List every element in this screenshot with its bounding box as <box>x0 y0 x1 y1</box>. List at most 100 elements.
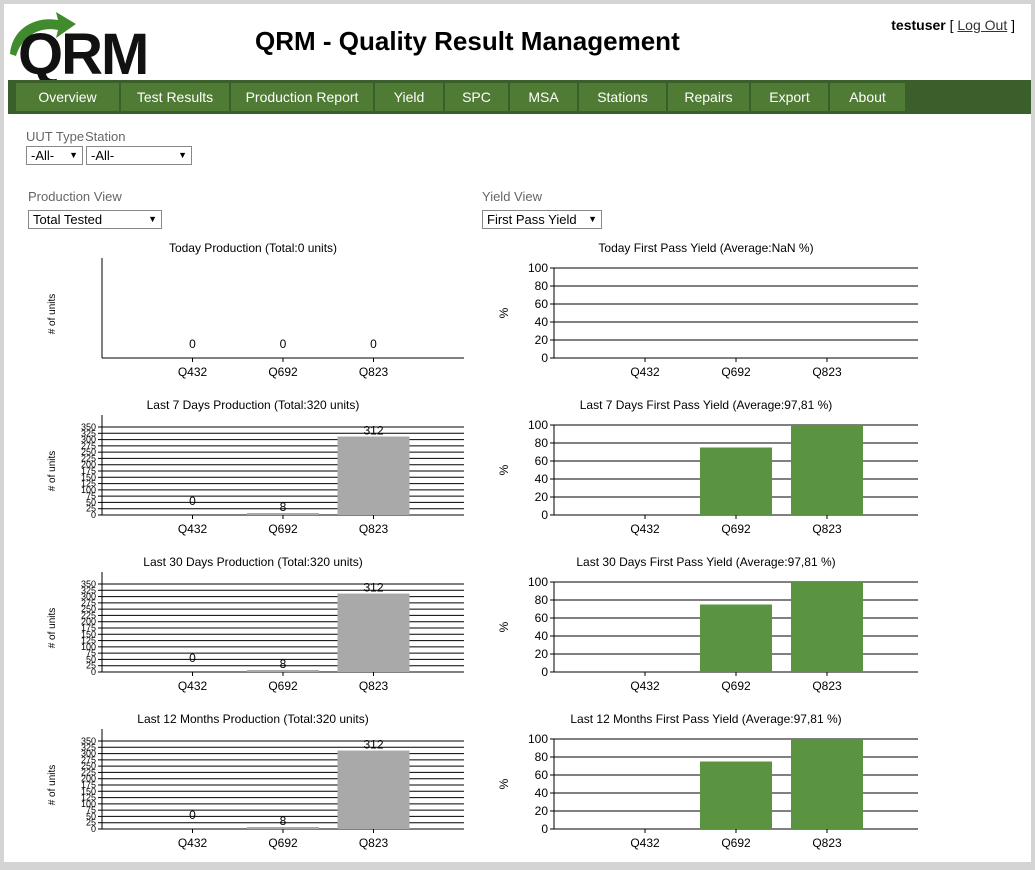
y-tick-label: 325 <box>81 585 96 595</box>
x-tick-label: Q692 <box>268 522 298 536</box>
x-tick-label: Q432 <box>178 836 208 850</box>
station-label: Station <box>85 129 126 144</box>
y-tick-label: 150 <box>81 472 96 482</box>
y-tick-label: 75 <box>86 491 96 501</box>
y-tick-label: 40 <box>535 629 549 643</box>
nav-export[interactable]: Export <box>751 83 828 111</box>
y-tick-label: 25 <box>86 661 96 671</box>
y-axis-label: % <box>497 621 511 632</box>
y-tick-label: 150 <box>81 786 96 796</box>
y-tick-label: 80 <box>535 750 549 764</box>
x-tick-label: Q432 <box>178 522 208 536</box>
y-tick-label: 350 <box>81 422 96 432</box>
station-select[interactable]: -All- ▼ <box>86 146 192 165</box>
data-label: 8 <box>280 814 287 828</box>
nav-test-results[interactable]: Test Results <box>121 83 229 111</box>
y-tick-label: 100 <box>81 485 96 495</box>
data-label: 0 <box>189 337 196 351</box>
y-tick-label: 275 <box>81 441 96 451</box>
uut-type-label: UUT Type <box>26 129 85 144</box>
page: QRM QRM - Quality Result Management test… <box>4 4 1031 862</box>
x-tick-label: Q692 <box>721 836 751 850</box>
bar <box>700 761 772 829</box>
nav-msa[interactable]: MSA <box>510 83 577 111</box>
y-tick-label: 200 <box>81 774 96 784</box>
y-axis-label: % <box>497 307 511 318</box>
bar <box>247 512 319 515</box>
y-tick-label: 40 <box>535 786 549 800</box>
y-tick-label: 0 <box>541 351 548 365</box>
production-view-label: Production View <box>28 189 122 204</box>
y-tick-label: 175 <box>81 623 96 633</box>
y-tick-label: 200 <box>81 617 96 627</box>
bar <box>791 425 863 515</box>
y-tick-label: 75 <box>86 805 96 815</box>
yield-view-label: Yield View <box>482 189 542 204</box>
logo-arrow-icon <box>10 12 76 56</box>
bar <box>700 447 772 515</box>
y-tick-label: 80 <box>535 436 549 450</box>
nav-production-report[interactable]: Production Report <box>231 83 373 111</box>
station-value: -All- <box>91 148 115 163</box>
data-label: 8 <box>280 500 287 514</box>
y-axis-label: # of units <box>47 451 58 492</box>
y-tick-label: 40 <box>535 315 549 329</box>
data-label: 312 <box>363 738 383 752</box>
logo-graphic: QRM <box>10 12 149 87</box>
y-tick-label: 200 <box>81 460 96 470</box>
nav-yield[interactable]: Yield <box>375 83 443 111</box>
y-tick-label: 125 <box>81 793 96 803</box>
chart-title: Last 7 Days First Pass Yield (Average:97… <box>580 398 833 412</box>
bar <box>700 604 772 672</box>
y-tick-label: 350 <box>81 579 96 589</box>
x-tick-label: Q432 <box>178 365 208 379</box>
y-tick-label: 50 <box>86 811 96 821</box>
y-tick-label: 275 <box>81 755 96 765</box>
data-label: 0 <box>189 651 196 665</box>
y-axis-label: # of units <box>47 294 58 335</box>
y-tick-label: 100 <box>528 418 548 432</box>
logout-link[interactable]: Log Out <box>957 17 1008 33</box>
y-tick-label: 0 <box>91 667 96 677</box>
y-tick-label: 60 <box>535 454 549 468</box>
y-tick-label: 300 <box>81 592 96 602</box>
data-label: 312 <box>363 581 383 595</box>
x-tick-label: Q823 <box>359 836 389 850</box>
nav-stations[interactable]: Stations <box>579 83 666 111</box>
y-tick-label: 20 <box>535 804 549 818</box>
production-view-select[interactable]: Total Tested ▼ <box>28 210 162 229</box>
y-tick-label: 80 <box>535 593 549 607</box>
y-tick-label: 100 <box>528 261 548 275</box>
nav-spc[interactable]: SPC <box>445 83 508 111</box>
nav-overview[interactable]: Overview <box>16 83 119 111</box>
y-axis-label: # of units <box>47 608 58 649</box>
chart-30d-production: Last 30 Days Production (Total:320 units… <box>28 550 468 701</box>
bar <box>337 593 410 672</box>
y-tick-label: 300 <box>81 749 96 759</box>
yield-view-select[interactable]: First Pass Yield ▼ <box>482 210 602 229</box>
chart-today-production: Today Production (Total:0 units) # of uni… <box>28 236 468 387</box>
data-label: 0 <box>189 494 196 508</box>
y-tick-label: 100 <box>81 642 96 652</box>
x-tick-label: Q432 <box>178 679 208 693</box>
x-tick-label: Q823 <box>812 679 842 693</box>
y-tick-label: 225 <box>81 610 96 620</box>
y-tick-label: 60 <box>535 297 549 311</box>
x-tick-label: Q823 <box>359 365 389 379</box>
y-tick-label: 0 <box>91 510 96 520</box>
chart-title: Today Production (Total:0 units) <box>169 241 337 255</box>
nav-about[interactable]: About <box>830 83 905 111</box>
y-tick-label: 20 <box>535 647 549 661</box>
chart-7d-production: Last 7 Days Production (Total:320 units)… <box>28 393 468 544</box>
username: testuser <box>891 17 946 33</box>
y-tick-label: 50 <box>86 654 96 664</box>
qrm-logo[interactable]: QRM <box>6 10 156 87</box>
uut-type-select[interactable]: -All- ▼ <box>26 146 83 165</box>
chart-title: Last 30 Days Production (Total:320 units… <box>143 555 362 569</box>
bar <box>247 669 319 672</box>
logo-text: QRM <box>18 22 147 80</box>
y-tick-label: 100 <box>528 575 548 589</box>
x-tick-label: Q692 <box>721 365 751 379</box>
login-display: testuser [ Log Out ] <box>891 17 1015 33</box>
nav-repairs[interactable]: Repairs <box>668 83 749 111</box>
